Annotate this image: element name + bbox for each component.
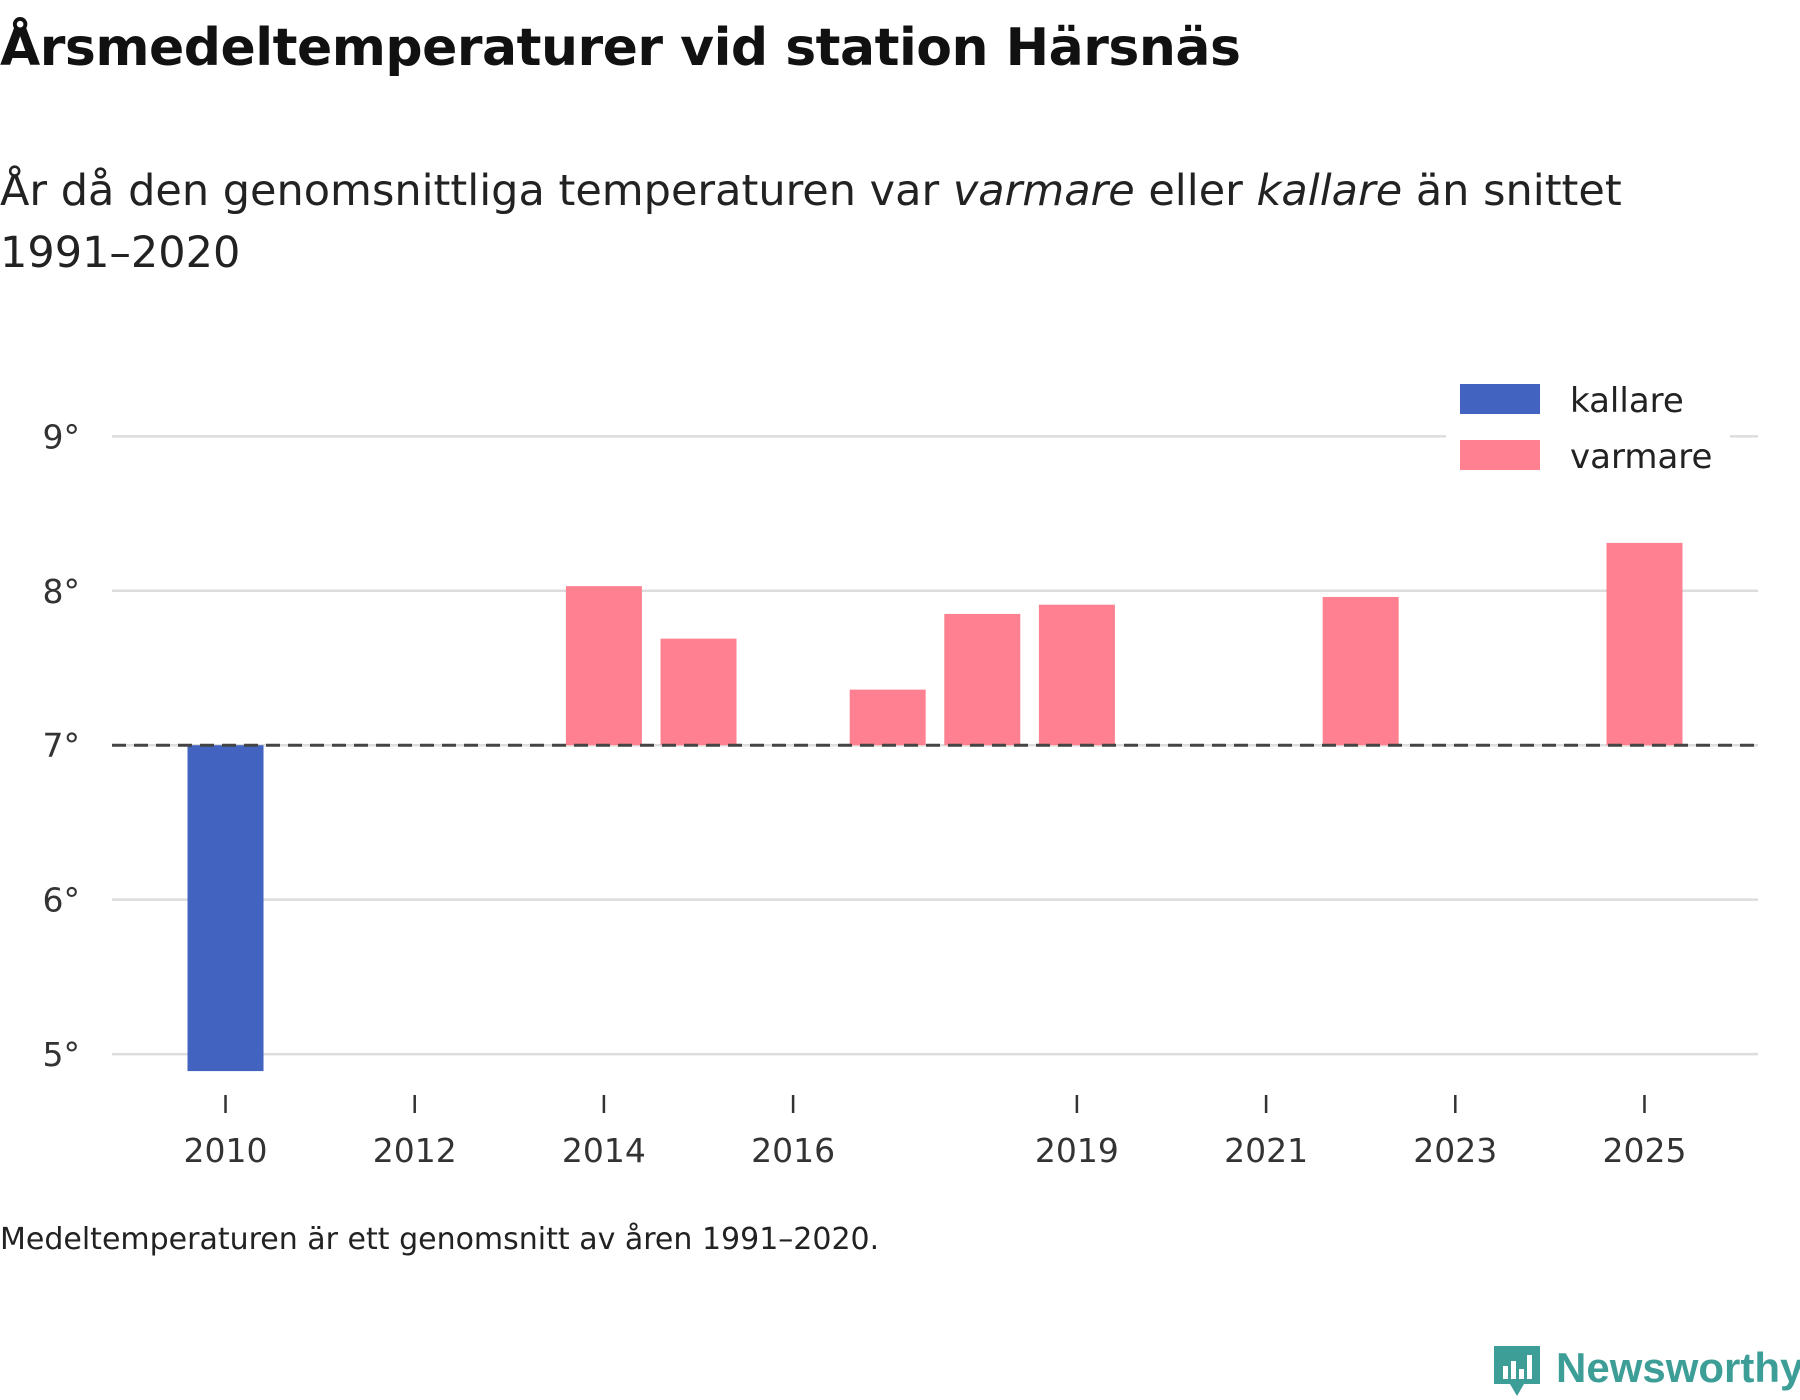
subtitle-cold-word: kallare bbox=[1256, 166, 1403, 216]
legend-swatch-kallare bbox=[1460, 384, 1540, 414]
legend-label-kallare: kallare bbox=[1570, 381, 1684, 421]
bar-2015 bbox=[660, 638, 737, 746]
legend-swatch-varmare bbox=[1460, 440, 1540, 470]
y-tick-label: 7° bbox=[43, 726, 81, 765]
x-tick-label: 2019 bbox=[1035, 1131, 1119, 1170]
y-tick-label: 6° bbox=[43, 881, 81, 920]
footnote: Medeltemperaturen är ett genomsnitt av å… bbox=[0, 1222, 880, 1257]
bar-2010 bbox=[187, 745, 264, 1072]
x-tick-label: 2021 bbox=[1224, 1131, 1308, 1170]
x-axis: 2010 2012 2014 2016 2019 2021 2023 2025 bbox=[184, 1095, 1686, 1170]
bar-2022 bbox=[1322, 596, 1399, 746]
y-tick-label: 8° bbox=[43, 572, 81, 611]
subtitle-text-3: än snittet 1991–2020 bbox=[0, 166, 1622, 278]
y-tick-label: 9° bbox=[43, 417, 81, 456]
x-tick-label: 2014 bbox=[562, 1131, 646, 1170]
subtitle-text-2: eller bbox=[1134, 166, 1257, 216]
subtitle-warm-word: varmare bbox=[952, 166, 1135, 216]
bar-2025 bbox=[1606, 542, 1683, 746]
x-tick-label: 2010 bbox=[184, 1131, 268, 1170]
newsworthy-logo-text: Newsworthy bbox=[1556, 1344, 1800, 1391]
bar-2017 bbox=[849, 689, 926, 746]
bar-2014 bbox=[565, 586, 642, 746]
legend: kallare varmare bbox=[1446, 360, 1730, 482]
x-tick-label: 2023 bbox=[1413, 1131, 1497, 1170]
bars bbox=[187, 542, 1683, 1072]
bar-2019 bbox=[1038, 604, 1115, 746]
chart-title: Årsmedeltemperaturer vid station Härsnäs bbox=[0, 18, 1241, 78]
newsworthy-logo: Newsworthy bbox=[1490, 1344, 1800, 1400]
x-tick-label: 2025 bbox=[1602, 1131, 1686, 1170]
y-axis-labels: 5° 6° 7° 8° 9° bbox=[43, 417, 81, 1074]
y-tick-label: 5° bbox=[43, 1035, 81, 1074]
newsworthy-logo-icon bbox=[1494, 1346, 1540, 1396]
x-tick-label: 2012 bbox=[373, 1131, 457, 1170]
subtitle-text-1: År då den genomsnittliga temperaturen va… bbox=[0, 166, 953, 216]
legend-label-varmare: varmare bbox=[1570, 437, 1712, 477]
x-tick-label: 2016 bbox=[751, 1131, 835, 1170]
chart-subtitle: År då den genomsnittliga temperaturen va… bbox=[0, 160, 1720, 284]
bar-2018 bbox=[944, 613, 1021, 746]
bar-chart: 5°6°7°8°9° 2010 2012 2014 2016 2019 2021 2023 2… bbox=[43, 360, 1758, 1170]
